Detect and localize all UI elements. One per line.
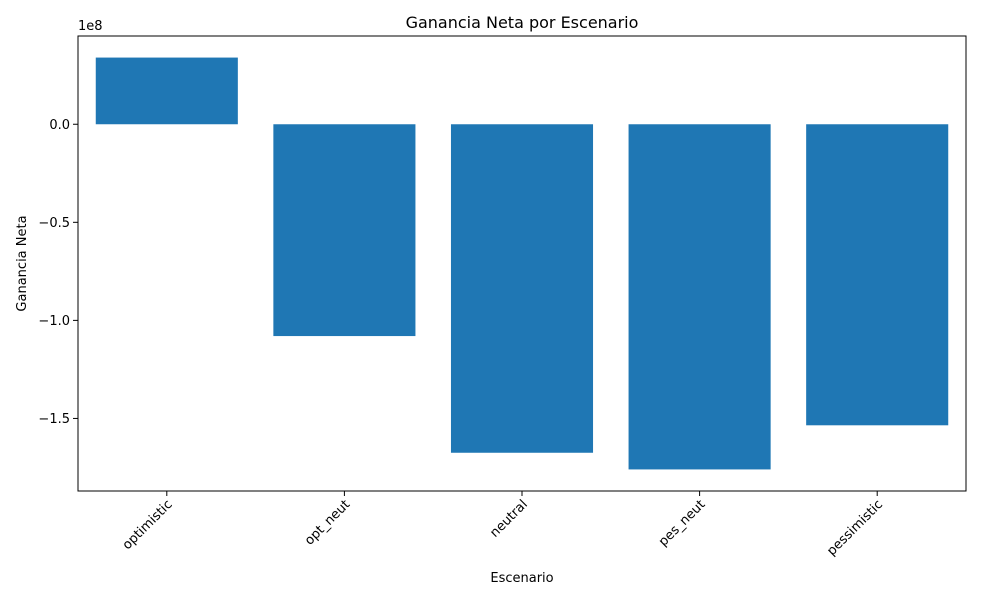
y-tick-label: −1.0 [38, 314, 70, 329]
bar-neutral [450, 124, 594, 453]
x-tick-label: opt_neut [302, 497, 353, 548]
x-tick-label: pes_neut [656, 497, 708, 549]
y-tick-label: −1.5 [38, 412, 70, 427]
bar-optimistic [95, 57, 238, 125]
x-ticks-group: optimistic opt_neut neutral pes_neut pessimi… [120, 491, 886, 559]
bar-pessimistic [806, 124, 949, 426]
y-ticks-group: 0.0 −0.5 −1.0 −1.5 [38, 118, 78, 427]
plot-area-frame [77, 35, 967, 492]
bars-group [95, 57, 949, 470]
x-tick-label: pessimistic [824, 497, 886, 559]
x-tick-label: optimistic [120, 497, 176, 553]
bar-opt_neut [273, 124, 416, 337]
x-axis-label: Escenario [490, 571, 553, 586]
y-axis-offset-label: 1e8 [78, 19, 103, 34]
y-tick-label: −0.5 [38, 216, 70, 231]
x-tick-label: neutral [487, 497, 530, 540]
y-tick-label: 0.0 [49, 118, 70, 133]
chart-title: Ganancia Neta por Escenario [406, 13, 639, 32]
bar-pes_neut [628, 124, 771, 470]
y-axis-label: Ganancia Neta [15, 215, 30, 311]
